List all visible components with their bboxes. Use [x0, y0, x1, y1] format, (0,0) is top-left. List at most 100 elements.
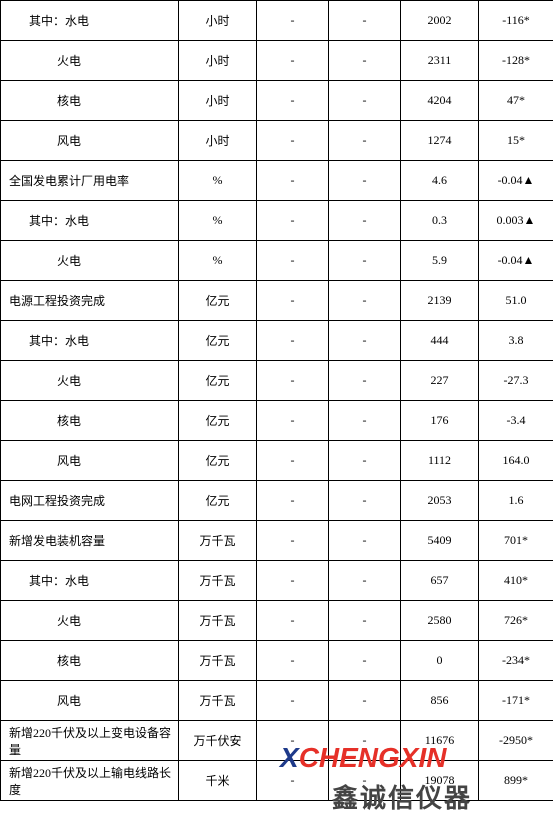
row-col2: -: [257, 81, 329, 121]
row-col3: -: [329, 201, 401, 241]
row-unit: 亿元: [179, 481, 257, 521]
row-label: 风电: [1, 681, 179, 721]
table-row: 新增发电装机容量万千瓦--5409701*: [1, 521, 553, 561]
row-val1: 444: [401, 321, 479, 361]
table-row: 新增220千伏及以上变电设备容量万千伏安--11676-2950*: [1, 721, 553, 761]
row-val1: 4.6: [401, 161, 479, 201]
row-val1: 2139: [401, 281, 479, 321]
row-unit: 小时: [179, 121, 257, 161]
row-label: 其中：水电: [1, 1, 179, 41]
row-col2: -: [257, 241, 329, 281]
row-unit: 小时: [179, 1, 257, 41]
row-unit: %: [179, 201, 257, 241]
row-label: 火电: [1, 41, 179, 81]
row-val1: 5.9: [401, 241, 479, 281]
table-row: 电网工程投资完成亿元--20531.6: [1, 481, 553, 521]
table-row: 核电亿元--176-3.4: [1, 401, 553, 441]
row-col3: -: [329, 41, 401, 81]
row-val2: -128*: [479, 41, 553, 81]
table-row: 其中：水电小时--2002-116*: [1, 1, 553, 41]
row-unit: 万千瓦: [179, 521, 257, 561]
row-unit: 万千瓦: [179, 601, 257, 641]
row-unit: 万千伏安: [179, 721, 257, 761]
row-col3: -: [329, 121, 401, 161]
row-col3: -: [329, 641, 401, 681]
table-row: 风电万千瓦--856-171*: [1, 681, 553, 721]
row-col2: -: [257, 681, 329, 721]
row-col2: -: [257, 361, 329, 401]
row-val1: 1274: [401, 121, 479, 161]
row-label: 火电: [1, 241, 179, 281]
row-val2: 164.0: [479, 441, 553, 481]
row-col3: -: [329, 681, 401, 721]
row-label: 其中：水电: [1, 201, 179, 241]
row-col2: -: [257, 121, 329, 161]
row-unit: 亿元: [179, 401, 257, 441]
table-row: 其中：水电%--0.30.003▲: [1, 201, 553, 241]
row-val1: 856: [401, 681, 479, 721]
row-val1: 0: [401, 641, 479, 681]
row-col2: -: [257, 281, 329, 321]
row-val2: 410*: [479, 561, 553, 601]
row-col2: -: [257, 161, 329, 201]
table-body: 其中：水电小时--2002-116*火电小时--2311-128*核电小时--4…: [1, 1, 553, 801]
row-col2: -: [257, 641, 329, 681]
row-col2: -: [257, 481, 329, 521]
table-row: 全国发电累计厂用电率%--4.6-0.04▲: [1, 161, 553, 201]
row-val2: -3.4: [479, 401, 553, 441]
row-col3: -: [329, 721, 401, 761]
data-table: 其中：水电小时--2002-116*火电小时--2311-128*核电小时--4…: [0, 0, 553, 801]
row-label: 新增220千伏及以上输电线路长度: [1, 761, 179, 801]
row-label: 火电: [1, 361, 179, 401]
row-col2: -: [257, 521, 329, 561]
row-val2: -27.3: [479, 361, 553, 401]
row-unit: 万千瓦: [179, 641, 257, 681]
table-row: 火电万千瓦--2580726*: [1, 601, 553, 641]
row-col2: -: [257, 1, 329, 41]
row-col3: -: [329, 241, 401, 281]
row-val2: 15*: [479, 121, 553, 161]
row-val2: -116*: [479, 1, 553, 41]
row-label: 电源工程投资完成: [1, 281, 179, 321]
row-col2: -: [257, 721, 329, 761]
row-val2: 899*: [479, 761, 553, 801]
table-row: 火电亿元--227-27.3: [1, 361, 553, 401]
row-label: 电网工程投资完成: [1, 481, 179, 521]
row-col2: -: [257, 561, 329, 601]
row-val1: 2053: [401, 481, 479, 521]
row-unit: %: [179, 241, 257, 281]
row-label: 风电: [1, 441, 179, 481]
table-row: 风电小时--127415*: [1, 121, 553, 161]
row-val1: 11676: [401, 721, 479, 761]
row-label: 新增发电装机容量: [1, 521, 179, 561]
table-row: 风电亿元--1112164.0: [1, 441, 553, 481]
row-label: 核电: [1, 401, 179, 441]
row-val2: 0.003▲: [479, 201, 553, 241]
row-col2: -: [257, 601, 329, 641]
row-val2: -234*: [479, 641, 553, 681]
row-col3: -: [329, 281, 401, 321]
row-col3: -: [329, 521, 401, 561]
row-val2: 51.0: [479, 281, 553, 321]
row-unit: 千米: [179, 761, 257, 801]
table-row: 其中：水电亿元--4443.8: [1, 321, 553, 361]
row-col3: -: [329, 601, 401, 641]
row-unit: 亿元: [179, 361, 257, 401]
row-val1: 19078: [401, 761, 479, 801]
row-col2: -: [257, 41, 329, 81]
row-val2: -2950*: [479, 721, 553, 761]
row-col3: -: [329, 481, 401, 521]
row-val1: 5409: [401, 521, 479, 561]
table-row: 火电%--5.9-0.04▲: [1, 241, 553, 281]
table-row: 核电万千瓦--0-234*: [1, 641, 553, 681]
row-val2: -171*: [479, 681, 553, 721]
row-label: 核电: [1, 81, 179, 121]
row-val2: -0.04▲: [479, 241, 553, 281]
row-unit: 亿元: [179, 281, 257, 321]
row-col3: -: [329, 361, 401, 401]
row-val1: 2311: [401, 41, 479, 81]
table-row: 核电小时--420447*: [1, 81, 553, 121]
row-label: 新增220千伏及以上变电设备容量: [1, 721, 179, 761]
row-col3: -: [329, 1, 401, 41]
row-unit: 小时: [179, 41, 257, 81]
